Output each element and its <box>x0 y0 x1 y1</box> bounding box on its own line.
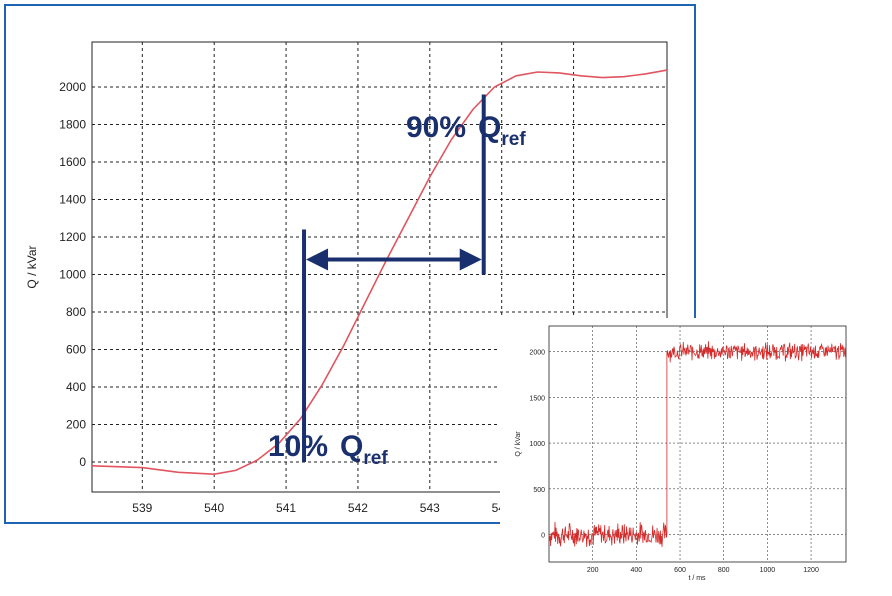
main-y-tick-label: 200 <box>66 418 86 432</box>
inset-y-tick-label: 500 <box>533 487 545 494</box>
main-y-tick-label: 1800 <box>59 118 86 132</box>
inset-y-tick-labels: 0 500 1000 1500 2000 <box>529 350 545 540</box>
main-x-tick-label: 542 <box>348 501 368 515</box>
rise-time-arrow-right-head <box>459 248 482 271</box>
inset-x-tick-label: 1200 <box>803 567 819 574</box>
inset-x-tick-label: 600 <box>674 567 686 574</box>
main-grid <box>92 42 667 492</box>
main-y-tick-label: 1200 <box>59 230 86 244</box>
main-y-tick-label: 0 <box>79 455 86 469</box>
label-90-ref: ref <box>501 129 526 150</box>
main-x-tick-label: 539 <box>132 501 152 515</box>
label-90-percent: 90% Qref <box>406 111 526 150</box>
main-y-tick-label: 1600 <box>59 155 86 169</box>
main-y-tick-label: 600 <box>66 343 86 357</box>
inset-y-tick-label: 2000 <box>529 350 545 357</box>
main-y-tick-labels: 0 200 400 600 800 1000 1200 1400 1600 1800 2000 <box>59 80 86 469</box>
inset-x-tick-label: 800 <box>718 567 730 574</box>
inset-x-tick-label: 1000 <box>760 567 776 574</box>
main-y-axis-label: Q / kVar <box>25 245 39 288</box>
rise-time-arrow-left-head <box>306 248 329 271</box>
main-y-tick-label: 2000 <box>59 80 86 94</box>
label-90-value: 90% <box>406 111 466 144</box>
inset-x-tick-label: 400 <box>631 567 643 574</box>
inset-x-axis-label: t / ms <box>688 575 706 582</box>
inset-y-axis-label: Q / kVar <box>515 431 522 457</box>
inset-y-tick-label: 1000 <box>529 441 545 448</box>
label-10-q: Q <box>340 430 363 463</box>
inset-y-tick-label: 0 <box>541 533 545 540</box>
label-10-ref: ref <box>363 448 388 469</box>
main-y-tick-label: 800 <box>66 305 86 319</box>
inset-series-line <box>548 341 847 547</box>
main-y-tick-label: 1400 <box>59 193 86 207</box>
main-series-line <box>91 69 668 476</box>
main-x-tick-label: 540 <box>204 501 224 515</box>
inset-x-tick-label: 200 <box>587 567 599 574</box>
inset-y-tick-label: 1500 <box>529 395 545 402</box>
label-10-value: 10% <box>268 430 328 463</box>
inset-x-tick-labels: 200 400 600 800 1000 1200 <box>587 567 819 574</box>
main-x-tick-label: 543 <box>420 501 440 515</box>
main-y-tick-label: 400 <box>66 380 86 394</box>
main-y-tick-label: 1000 <box>59 268 86 282</box>
main-x-tick-label: 541 <box>276 501 296 515</box>
label-10-percent: 10% Qref <box>268 430 388 469</box>
inset-plot-area <box>548 325 847 563</box>
label-90-q: Q <box>478 111 501 144</box>
